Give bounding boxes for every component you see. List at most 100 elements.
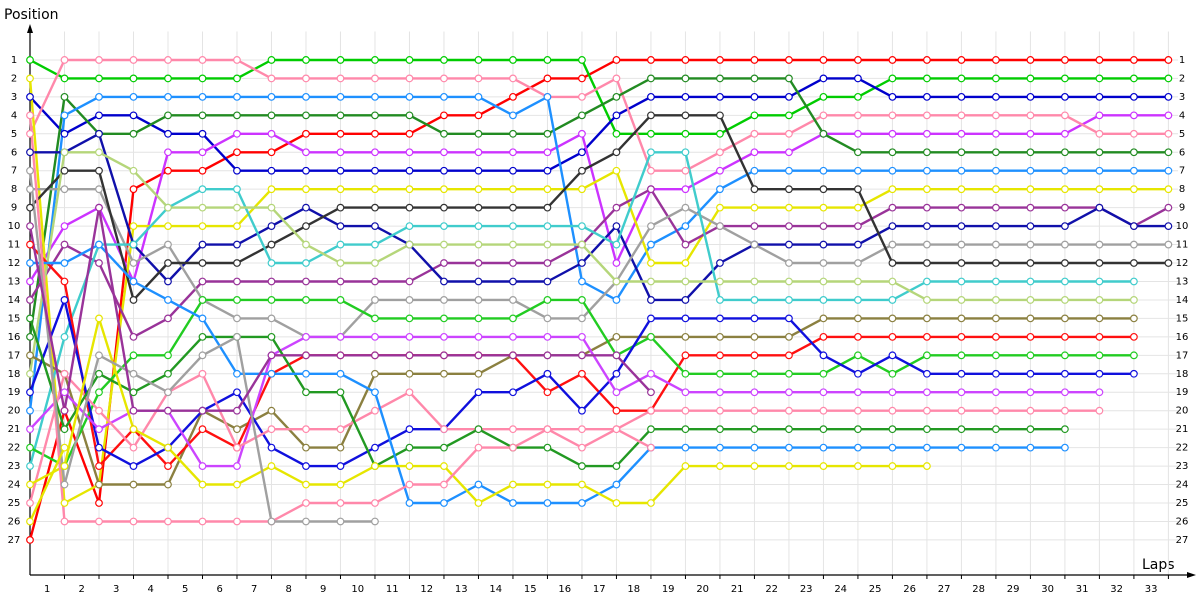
position-marker [716,259,724,267]
position-marker [302,351,310,360]
position-marker [1026,56,1035,64]
position-marker [95,240,103,249]
position-marker [129,111,138,120]
position-marker [129,388,138,397]
position-marker [405,369,414,378]
position-marker [888,166,897,175]
position-marker [612,111,621,120]
position-marker [1061,314,1069,323]
position-marker [543,351,552,360]
position-marker [716,406,724,415]
position-marker [1164,129,1173,138]
position-marker [854,369,862,378]
position-marker [509,314,517,323]
position-marker [509,259,517,267]
position-marker [474,92,483,101]
position-marker [992,111,1000,120]
position-marker [405,56,414,64]
position-marker [509,425,517,434]
position-marker [164,369,172,378]
position-marker [336,517,345,526]
position-marker [681,425,690,434]
position-marker [750,296,759,304]
position-marker [543,499,552,507]
position-marker [1026,351,1035,360]
position-marker [819,388,828,397]
position-marker [233,369,241,378]
position-marker [26,203,34,212]
position-marker [578,425,586,434]
position-marker [543,222,552,231]
position-marker [1130,240,1138,249]
x-tick-label: 13 [455,584,468,595]
position-marker [1026,425,1035,434]
position-marker [440,222,448,231]
position-marker [681,388,690,397]
position-marker [474,240,483,249]
position-marker [233,185,241,194]
position-marker [578,480,586,489]
position-marker [26,222,34,231]
x-tick-label: 5 [182,584,188,595]
position-marker [543,166,552,175]
position-marker [371,332,379,341]
position-marker [819,74,828,83]
y-tick-label-right: 27 [1176,535,1189,546]
position-marker [509,332,517,341]
y-tick-label: 23 [8,461,21,472]
position-marker [647,129,655,138]
position-marker [854,129,862,138]
position-marker [129,425,138,434]
position-marker [750,166,759,175]
position-marker [785,369,793,378]
position-marker [750,222,759,231]
position-marker [95,499,103,507]
position-marker [750,462,759,470]
position-marker [1130,332,1138,341]
position-marker [60,369,69,378]
position-marker [888,388,897,397]
position-marker [60,92,69,101]
position-marker [750,369,759,378]
position-marker [267,296,276,304]
position-marker [923,425,931,434]
position-marker [854,443,862,452]
position-marker [336,499,345,507]
position-marker [440,351,448,360]
position-marker [854,148,862,157]
position-marker [750,388,759,397]
position-marker [578,166,586,175]
position-marker [785,240,793,249]
position-marker [543,129,552,138]
position-marker [164,74,172,83]
position-marker [888,74,897,83]
position-marker [750,332,759,341]
position-marker [440,425,448,434]
position-marker [1095,185,1104,194]
position-marker [888,203,897,212]
position-marker [578,185,586,194]
position-marker [129,332,138,341]
position-marker [60,480,69,489]
position-marker [302,443,310,452]
position-marker [957,56,966,64]
series-line [29,77,1169,172]
position-marker [164,92,172,101]
position-marker [923,369,931,378]
position-marker [233,462,241,470]
y-tick-label: 4 [11,110,17,121]
x-tick-label: 6 [217,584,223,595]
position-marker [26,185,34,194]
position-marker [26,129,34,138]
position-marker [405,92,414,101]
position-marker [336,332,345,341]
position-marker [198,129,207,138]
plot-area [26,56,1173,544]
position-marker [578,314,586,323]
position-marker [543,74,552,83]
position-marker [336,351,345,360]
position-marker [233,92,241,101]
position-marker [474,499,483,507]
position-marker [129,259,138,267]
y-tick-label-right: 23 [1176,461,1189,472]
